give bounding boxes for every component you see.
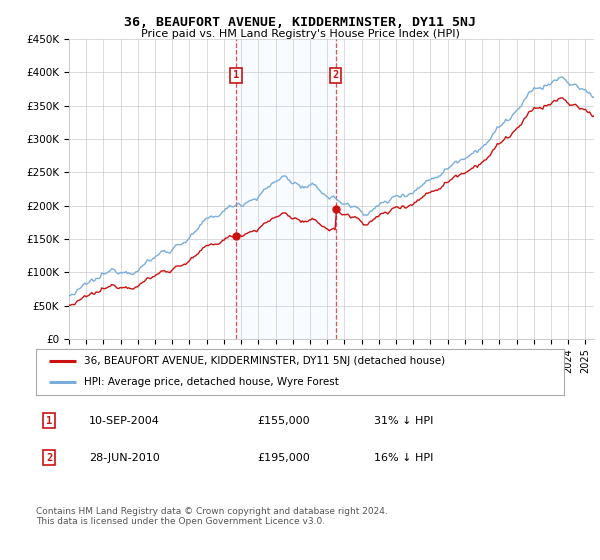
Text: 16% ↓ HPI: 16% ↓ HPI [374,453,433,463]
Text: 36, BEAUFORT AVENUE, KIDDERMINSTER, DY11 5NJ: 36, BEAUFORT AVENUE, KIDDERMINSTER, DY11… [124,16,476,29]
Text: HPI: Average price, detached house, Wyre Forest: HPI: Average price, detached house, Wyre… [83,377,338,388]
Text: 36, BEAUFORT AVENUE, KIDDERMINSTER, DY11 5NJ (detached house): 36, BEAUFORT AVENUE, KIDDERMINSTER, DY11… [83,356,445,366]
Text: Contains HM Land Registry data © Crown copyright and database right 2024.
This d: Contains HM Land Registry data © Crown c… [36,507,388,526]
Text: Price paid vs. HM Land Registry's House Price Index (HPI): Price paid vs. HM Land Registry's House … [140,29,460,39]
Text: 1: 1 [46,416,52,426]
Text: £195,000: £195,000 [258,453,311,463]
Text: £155,000: £155,000 [258,416,310,426]
Text: 2: 2 [332,70,339,80]
Bar [236,39,335,339]
Text: 10-SEP-2004: 10-SEP-2004 [89,416,160,426]
Text: 2: 2 [46,453,52,463]
Text: 31% ↓ HPI: 31% ↓ HPI [374,416,433,426]
Text: 28-JUN-2010: 28-JUN-2010 [89,453,160,463]
Text: 1: 1 [233,70,239,80]
